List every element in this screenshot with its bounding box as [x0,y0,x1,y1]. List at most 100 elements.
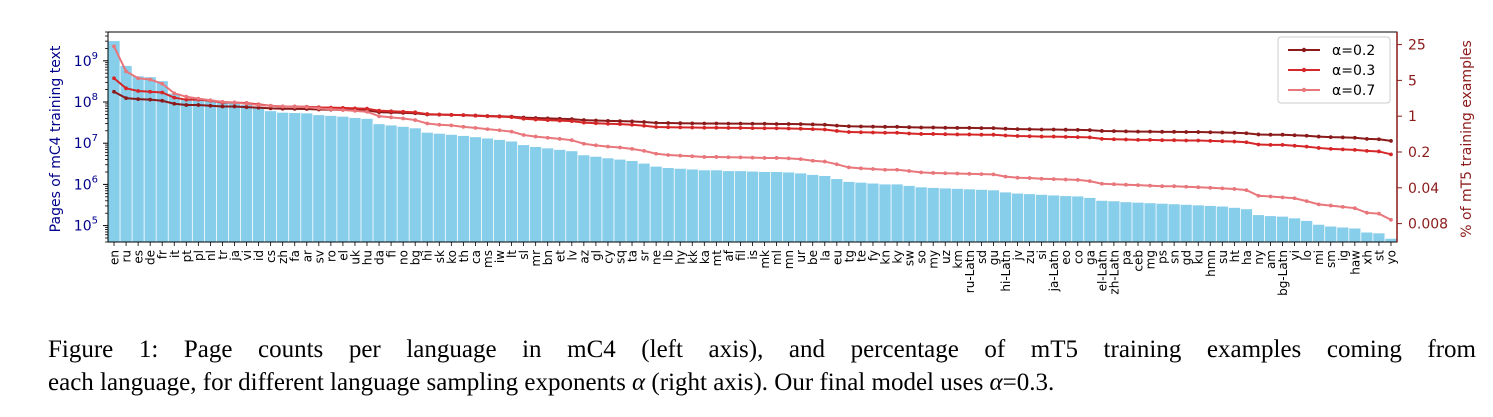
series-point-3-43 [630,146,634,151]
series-point-1-84 [1124,129,1128,134]
series-point-1-70 [955,126,960,130]
bar-ky [891,184,903,242]
x-tick-label-mn: mn [782,250,796,269]
series-point-2-106 [1389,152,1393,157]
series-point-3-49 [702,155,707,159]
x-tick-label-be: be [806,250,820,265]
series-point-2-98 [1292,143,1297,148]
series-point-1-100 [1316,134,1321,139]
series-point-3-59 [822,159,827,164]
series-point-3-72 [979,172,984,177]
series-point-2-100 [1316,146,1321,150]
series-point-1-88 [1172,129,1177,134]
caption-alpha-1: α [632,369,646,396]
right-tick-label-4: 5 [1408,73,1417,89]
series-point-3-89 [1184,184,1189,189]
x-tick-label-ceb: ceb [1132,250,1146,272]
x-tick-label-ky: ky [891,250,905,264]
x-tick-label-sv: sv [312,250,326,263]
series-point-2-22 [377,108,381,113]
series-point-3-65 [895,167,899,172]
bar-yi [1288,218,1301,242]
bar-sq [614,159,626,242]
figure-caption: Figure 1: Page counts per language in mC… [48,333,1476,399]
series-point-2-77 [1039,134,1044,139]
series-point-2-56 [786,126,791,131]
series-point-3-34 [521,133,526,137]
series-point-2-42 [618,122,622,127]
series-point-1-11 [244,105,249,110]
series-point-2-6 [184,97,189,102]
series-point-1-46 [666,121,671,125]
series-point-3-45 [654,151,659,156]
x-tick-label-et: et [553,250,567,262]
x-tick-label-mi: mi [1312,250,1326,265]
series-point-3-98 [1292,196,1297,201]
x-tick-label-pa: pa [1119,250,1133,265]
x-tick-label-haw: haw [1348,250,1362,275]
series-point-2-46 [666,125,671,130]
series-point-3-106 [1389,217,1393,222]
x-tick-label-zu: zu [1023,250,1037,264]
x-tick-label-mg: mg [1144,250,1158,269]
series-point-3-13 [268,103,273,108]
series-point-2-33 [509,115,514,119]
bar-no [397,126,409,242]
series-point-2-59 [822,127,827,132]
series-point-3-105 [1377,211,1381,216]
series-point-3-57 [798,157,803,162]
series-point-1-4 [160,98,165,103]
x-tick-label-az: az [577,250,591,264]
bar-km [951,188,963,242]
bar-haw [1349,228,1361,242]
series-point-2-80 [1075,135,1080,140]
series-point-2-65 [895,130,899,135]
x-tick-label-ro: ro [324,250,338,262]
series-point-3-55 [774,156,779,160]
x-tick-label-uz: uz [939,250,953,264]
series-point-2-85 [1136,137,1140,142]
series-point-3-64 [883,167,887,172]
series-point-2-95 [1256,142,1261,147]
series-point-3-0 [112,44,116,49]
series-point-1-5 [172,101,177,106]
series-point-1-83 [1112,129,1116,134]
series-point-2-66 [907,131,912,136]
x-tick-label-kn: kn [879,250,893,265]
series-point-3-38 [569,138,574,143]
series-point-1-98 [1292,133,1297,138]
series-point-1-104 [1364,137,1369,141]
bar-sm [1325,226,1337,242]
series-point-1-44 [642,120,646,124]
x-tick-label-bg: bg [409,250,423,265]
bar-de [144,77,156,242]
x-tick-label-gl: gl [589,250,603,261]
bar-ha [1240,209,1253,242]
series-point-3-22 [377,114,381,119]
bar-tg [843,181,855,242]
series-point-3-93 [1232,187,1237,191]
series-point-3-9 [220,100,225,104]
series-point-1-62 [859,124,863,129]
bar-lb [662,168,674,242]
x-tick-label-cy: cy [601,250,615,264]
series-point-1-82 [1099,129,1104,133]
series-point-1-57 [798,122,803,127]
series-point-1-67 [919,125,924,130]
x-tick-label-km: km [951,250,965,269]
bar-ig [1337,227,1349,242]
x-tick-label-fr: fr [156,250,170,259]
series-point-3-37 [557,137,562,141]
series-point-2-90 [1196,138,1201,143]
series-point-3-17 [316,106,321,111]
series-point-2-38 [569,119,574,124]
series-point-2-25 [413,110,418,115]
x-tick-label-sm: sm [1324,250,1338,268]
series-point-2-97 [1280,143,1285,147]
x-tick-label-zh: zh [276,250,290,264]
series-point-2-99 [1304,144,1309,149]
series-point-1-58 [810,122,815,127]
bar-ar [301,113,313,242]
x-tick-label-so: so [915,250,929,264]
series-point-3-91 [1208,185,1213,190]
